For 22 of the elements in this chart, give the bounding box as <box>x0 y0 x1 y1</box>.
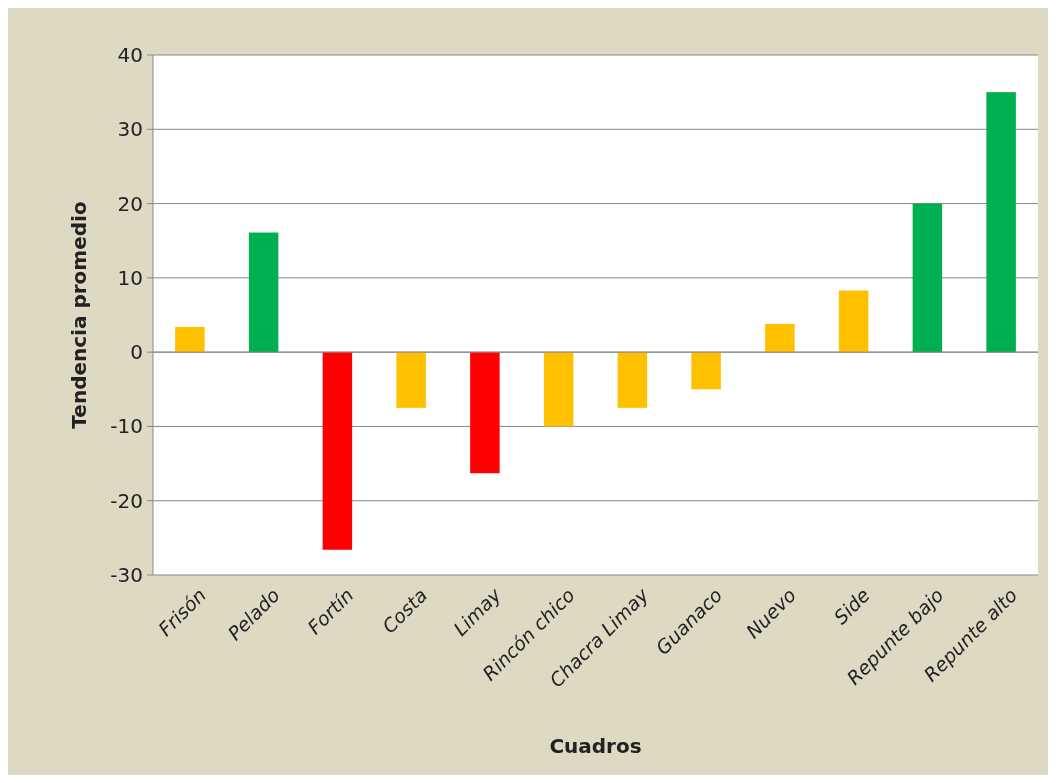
bar <box>912 203 943 353</box>
bar <box>543 352 574 427</box>
x-axis-title: Cuadros <box>549 734 642 758</box>
y-axis-title: Tendencia promedio <box>67 201 91 429</box>
y-tick-label: 40 <box>117 43 143 67</box>
y-tick-label: 30 <box>117 117 143 142</box>
bar <box>175 326 205 353</box>
bar <box>248 232 279 353</box>
bar <box>691 352 721 390</box>
bar <box>396 352 426 408</box>
bar <box>838 290 869 353</box>
y-tick-label: 0 <box>130 340 143 365</box>
bar <box>986 92 1016 353</box>
y-tick-label: 10 <box>117 265 143 290</box>
y-tick-label: -30 <box>110 563 143 587</box>
y-tick-label: -10 <box>110 414 143 439</box>
bar <box>617 352 648 408</box>
bar <box>765 323 795 353</box>
y-tick-label: 20 <box>117 191 143 216</box>
bar <box>322 352 353 550</box>
bar <box>470 352 500 474</box>
y-tick-label: -20 <box>110 488 143 513</box>
